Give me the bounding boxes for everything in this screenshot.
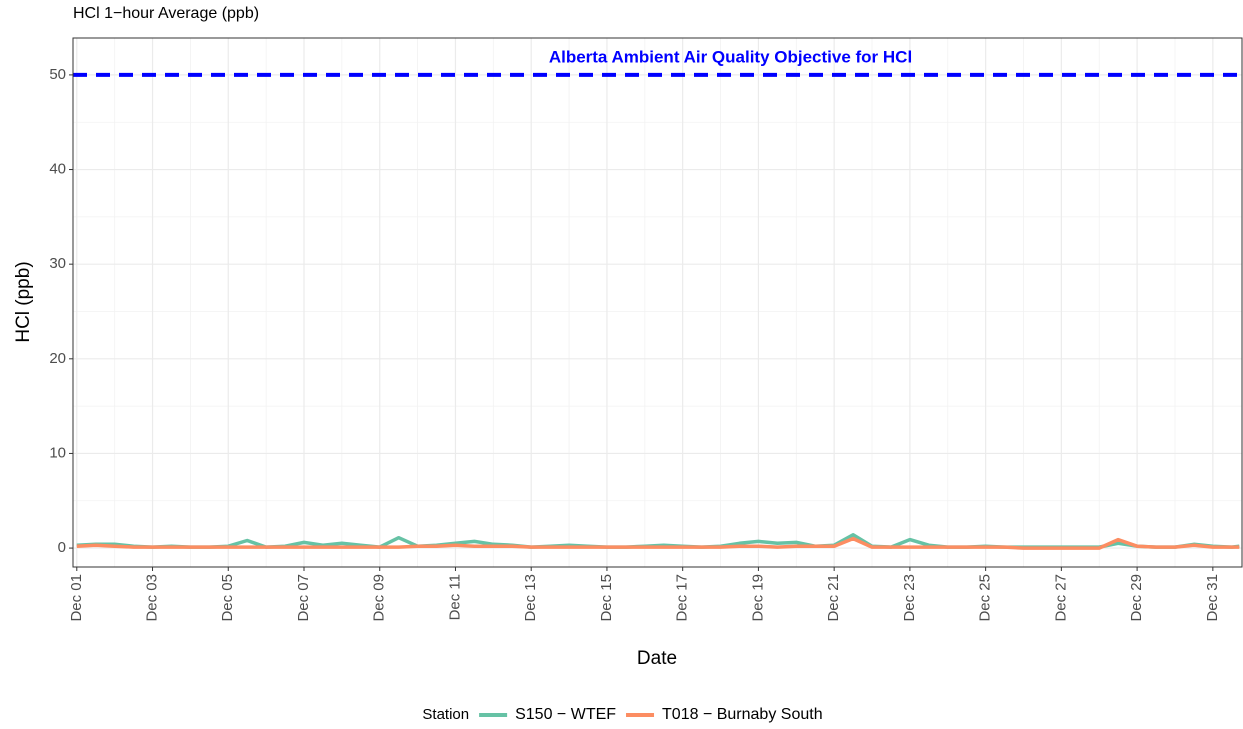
plot-border — [72, 37, 1243, 568]
x-tick-label: Dec 19 — [749, 574, 766, 622]
chart-title: HCl 1−hour Average (ppb) — [73, 5, 259, 22]
x-tick-label: Dec 09 — [371, 574, 388, 622]
x-tick-label: Dec 23 — [901, 574, 918, 622]
x-tick-label: Dec 11 — [446, 574, 463, 620]
series-line — [76, 533, 1240, 549]
x-tick-label: Dec 01 — [68, 574, 85, 622]
x-tick-label: Dec 29 — [1128, 574, 1145, 622]
x-tick-label: Dec 03 — [143, 574, 160, 622]
x-tick-label: Dec 15 — [598, 574, 615, 622]
series-line — [76, 536, 1240, 550]
legend-label: S150 − WTEF — [515, 706, 616, 723]
x-tick-label: Dec 31 — [1204, 574, 1221, 622]
y-axis-label: HCl (ppb) — [13, 261, 34, 342]
y-tick-label: 30 — [49, 255, 66, 272]
x-axis-label: Date — [637, 648, 677, 669]
y-tick-label: 20 — [49, 350, 66, 367]
legend-label: T018 − Burnaby South — [662, 706, 823, 723]
x-tick-label: Dec 07 — [295, 574, 312, 622]
x-tick-label: Dec 27 — [1052, 574, 1069, 622]
x-tick-label: Dec 13 — [522, 574, 539, 622]
x-tick-label: Dec 25 — [977, 574, 994, 622]
y-tick-label: 10 — [49, 444, 66, 461]
y-tick-label: 40 — [49, 161, 66, 178]
y-tick-label: 0 — [58, 539, 66, 556]
legend-title: Station — [422, 706, 469, 723]
y-tick-label: 50 — [49, 66, 66, 83]
x-tick-label: Dec 17 — [674, 574, 691, 622]
x-tick-label: Dec 21 — [825, 574, 842, 622]
reference-label: Alberta Ambient Air Quality Objective fo… — [549, 47, 912, 66]
x-tick-label: Dec 05 — [219, 574, 236, 622]
